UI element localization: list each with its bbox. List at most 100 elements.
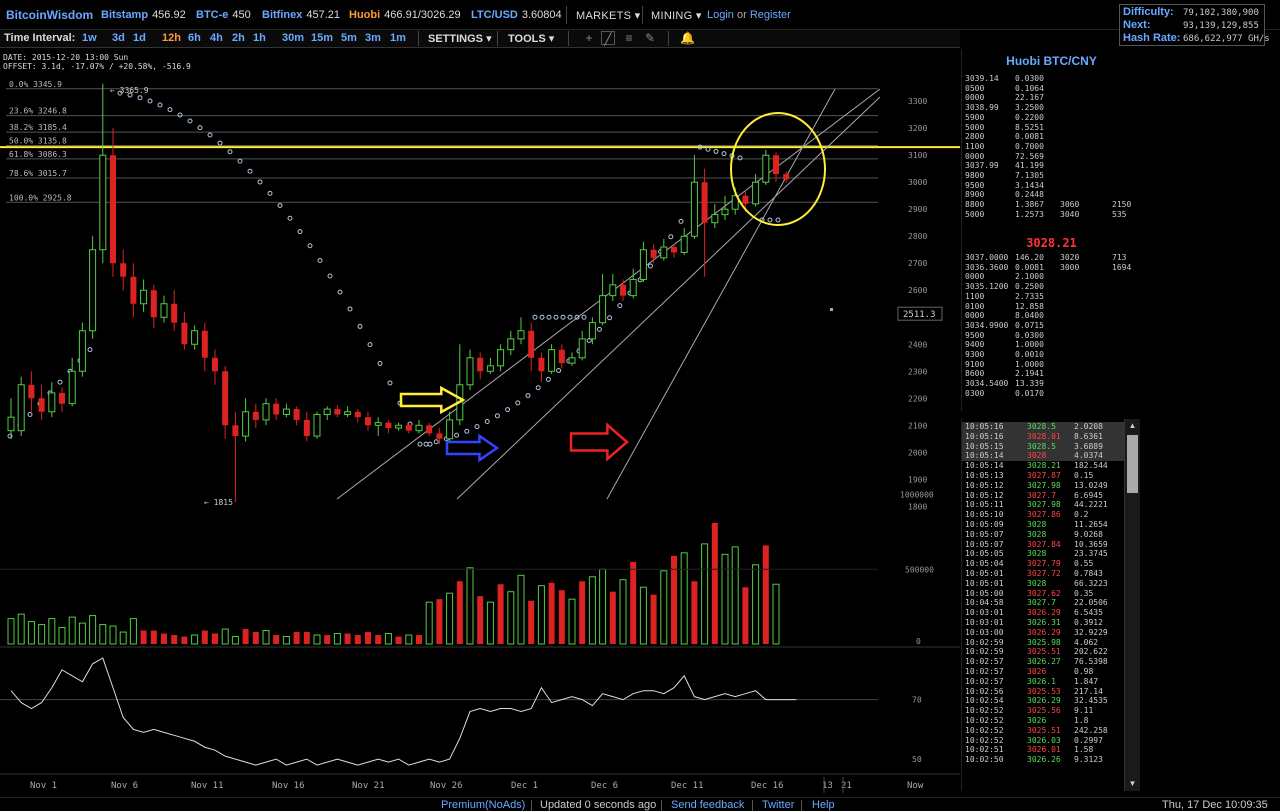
volume-bar [324, 635, 331, 644]
candle-body [323, 408, 331, 415]
twitter-link[interactable]: Twitter [762, 799, 795, 811]
interval-1m[interactable]: 1m [390, 32, 406, 44]
login-link[interactable]: Login [707, 9, 734, 21]
interval-30m[interactable]: 30m [282, 32, 305, 44]
ticker-btce[interactable]: BTC-e 450 [196, 9, 251, 21]
interval-2h[interactable]: 2h [232, 32, 245, 44]
candle-body [588, 322, 596, 340]
interval-4h[interactable]: 4h [210, 32, 223, 44]
fib-label: 100.0% 2925.8 [9, 193, 72, 202]
trade-amount: 9.11 [1074, 706, 1094, 716]
orderbook-cell: 0.7000 [1015, 141, 1044, 151]
orderbook-cell: 8600 [965, 369, 985, 379]
trade-price: 3028 [1027, 451, 1047, 461]
ticker-ltcusd[interactable]: LTC/USD 3.60804 [471, 9, 562, 21]
volume-bar [425, 601, 433, 645]
price-chart[interactable]: 1800190020002100220023002400250026002700… [0, 49, 960, 793]
interval-5m[interactable]: 5m [341, 32, 357, 44]
interval-3m[interactable]: 3m [365, 32, 381, 44]
markets-menu[interactable]: MARKETS ▾ [576, 10, 641, 22]
trade-amount: 0.3912 [1074, 618, 1103, 627]
mining-menu[interactable]: MINING ▾ [651, 10, 702, 22]
orderbook-cell: 1.2573 [1015, 209, 1044, 219]
brand-logo[interactable]: BitcoinWisdom [6, 8, 94, 22]
settings-menu[interactable]: SETTINGS ▾ [428, 33, 492, 45]
volume-bar [140, 630, 147, 644]
scroll-up-icon[interactable]: ▲ [1128, 421, 1137, 430]
trade-row: 10:02:57 3026.1 1.847 [962, 677, 1124, 687]
volume-bar [405, 634, 413, 645]
sar-dot [474, 424, 480, 430]
x-tick-label: Dec 11 [671, 781, 704, 791]
sar-dot [433, 439, 439, 445]
interval-15m[interactable]: 15m [311, 32, 334, 44]
crosshair-icon[interactable]: + [585, 31, 593, 45]
volume-bar [772, 583, 780, 645]
volume-bar [568, 598, 576, 645]
volume-bar [671, 555, 677, 644]
draw-icon[interactable]: ✎ [644, 31, 656, 45]
register-link[interactable]: Register [749, 9, 791, 21]
orderbook-cell: 0000 [965, 93, 985, 103]
volume-tick-label: 0 [916, 637, 921, 646]
candle-body [181, 322, 188, 345]
sar-dot [267, 190, 273, 196]
candle-body [486, 365, 494, 372]
tools-menu[interactable]: TOOLS ▾ [508, 33, 555, 45]
trade-row: 10:05:16 3028.5 2.0208 [962, 422, 1124, 432]
volume-bar [161, 633, 167, 644]
ticker-bitstamp[interactable]: Bitstamp 456.92 [101, 9, 186, 21]
candle-body [17, 384, 25, 432]
trend-line [606, 88, 836, 500]
scroll-down-icon[interactable]: ▼ [1128, 779, 1137, 788]
candle-body [354, 411, 361, 418]
x-tick-label: Nov 1 [30, 781, 57, 791]
trades-scrollbar[interactable]: ▲ ▼ [1124, 419, 1140, 791]
interval-1w[interactable]: 1w [82, 32, 97, 44]
trade-time: 10:05:14 [965, 461, 1004, 471]
ticker-bitfinex[interactable]: Bitfinex 457.21 [262, 9, 340, 21]
trade-time: 10:05:15 [965, 441, 1004, 451]
trade-row: 10:02:50 3026.26 9.3123 [962, 755, 1124, 765]
trade-amount: 0.2997 [1074, 735, 1103, 745]
sar-dot [87, 347, 93, 353]
horizontal-lines-icon[interactable]: ≡ [625, 31, 633, 45]
trade-time: 10:02:52 [965, 725, 1004, 735]
blue-arrow [445, 433, 500, 463]
interval-12h[interactable]: 12h [162, 32, 181, 44]
orderbook-cell: 3037.0000 [965, 253, 1009, 262]
divider [668, 31, 669, 46]
alert-icon[interactable]: 🔔 [680, 31, 695, 45]
divider [566, 6, 567, 24]
help-link[interactable]: Help [812, 799, 835, 811]
interval-6h[interactable]: 6h [188, 32, 201, 44]
scroll-thumb[interactable] [1127, 435, 1138, 493]
orderbook-cell: 22.167 [1015, 93, 1044, 103]
feedback-link[interactable]: Send feedback [671, 799, 745, 811]
x-tick-label: 13 [822, 781, 833, 791]
chart-date: DATE: 2015-12-20 13:00 Sun [3, 53, 129, 62]
volume-bar [181, 636, 188, 644]
trade-row: 10:05:09 3028 11.2654 [962, 520, 1124, 530]
ticker-huobi[interactable]: Huobi 466.91/3026.29 [349, 9, 461, 21]
last-price: 3028.21 [1026, 236, 1077, 250]
interval-1d[interactable]: 1d [133, 32, 146, 44]
orderbook-cell: 0.0010 [1015, 350, 1044, 359]
sar-dot [237, 158, 243, 164]
volume-bar [109, 625, 117, 645]
bid-row: 9300 0.0010 [962, 350, 1141, 360]
volume-bar [395, 636, 402, 644]
yellow-arrow [399, 385, 466, 415]
interval-3d[interactable]: 3d [112, 32, 125, 44]
volume-bar [27, 621, 35, 645]
chart-area[interactable]: 1800190020002100220023002400250026002700… [0, 49, 960, 793]
premium-link[interactable]: Premium(NoAds) [441, 799, 526, 811]
candle-body [620, 284, 626, 296]
interval-1h[interactable]: 1h [253, 32, 266, 44]
candle-body [140, 289, 148, 305]
line-icon[interactable]: ╱ [601, 31, 615, 46]
chart-toolbar: Time Interval: 1w 3d 1d 12h 6h 4h 2h 1h … [0, 30, 960, 48]
volume-bar [252, 632, 259, 644]
sar-dot [697, 144, 703, 150]
divider [661, 800, 662, 811]
